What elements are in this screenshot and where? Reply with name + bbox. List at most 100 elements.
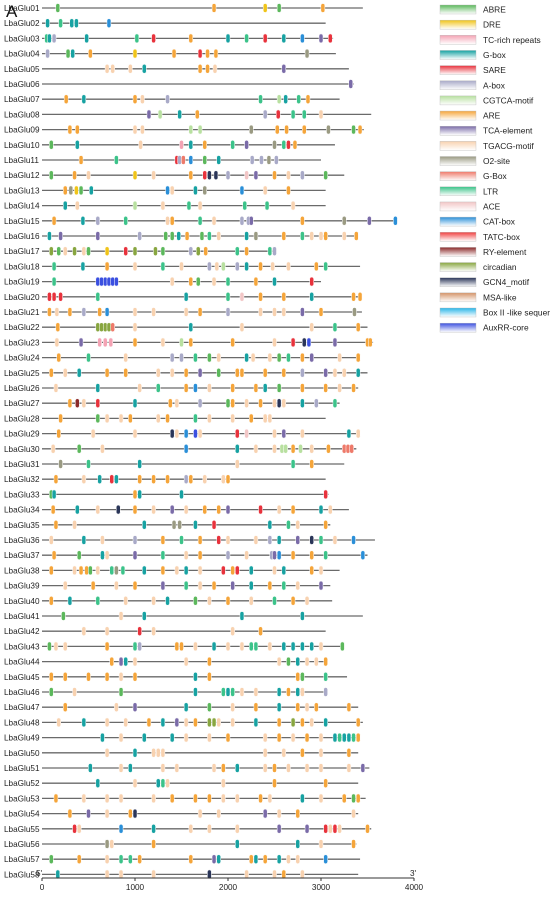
cis-element-mark bbox=[207, 732, 212, 743]
gene-label: LbaGlu51 bbox=[4, 764, 40, 773]
cis-element-mark bbox=[272, 778, 277, 788]
cis-element-mark bbox=[262, 763, 268, 773]
cis-element-mark bbox=[132, 535, 138, 545]
cis-element-mark bbox=[132, 748, 138, 758]
cis-element-mark bbox=[249, 565, 254, 576]
cis-element-mark bbox=[295, 687, 300, 697]
gene-label: LbaGlu34 bbox=[4, 506, 40, 515]
cis-element-mark bbox=[95, 778, 101, 788]
gene-label: LbaGlu43 bbox=[4, 642, 40, 651]
legend-swatch bbox=[439, 65, 477, 75]
cis-element-mark bbox=[151, 504, 156, 515]
cis-element-mark bbox=[295, 580, 300, 591]
cis-element-mark bbox=[151, 869, 156, 880]
cis-element-mark bbox=[272, 170, 277, 180]
cis-element-mark bbox=[123, 246, 128, 256]
cis-element-mark bbox=[193, 428, 198, 439]
cis-element-mark bbox=[300, 398, 305, 408]
cis-element-mark bbox=[244, 33, 249, 44]
cis-element-mark bbox=[300, 231, 305, 241]
cis-element-mark bbox=[63, 580, 68, 591]
cis-element-mark bbox=[80, 216, 86, 226]
cis-element-mark bbox=[249, 596, 254, 606]
cis-element-mark bbox=[179, 489, 184, 500]
cis-element-mark bbox=[108, 337, 114, 348]
cis-element-mark bbox=[188, 854, 194, 864]
cis-element-mark bbox=[88, 565, 93, 576]
cis-element-mark bbox=[342, 793, 347, 804]
cis-element-mark bbox=[67, 398, 73, 408]
cis-element-mark bbox=[207, 231, 212, 241]
cis-element-mark bbox=[349, 444, 354, 454]
cis-element-mark bbox=[235, 459, 240, 469]
cis-element-mark bbox=[318, 839, 324, 849]
cis-element-mark bbox=[68, 185, 74, 196]
cis-element-mark bbox=[283, 94, 288, 104]
cis-element-mark bbox=[225, 687, 231, 697]
cis-element-mark bbox=[65, 48, 71, 59]
cis-element-mark bbox=[118, 611, 124, 621]
cis-element-mark bbox=[104, 808, 110, 819]
cis-element-mark bbox=[132, 261, 138, 272]
gene-label: LbaGlu15 bbox=[4, 217, 40, 226]
cis-element-mark bbox=[323, 383, 328, 393]
cis-element-mark bbox=[76, 368, 82, 378]
cis-element-mark bbox=[332, 337, 338, 348]
cis-element-mark bbox=[202, 504, 207, 515]
cis-element-mark bbox=[174, 641, 180, 652]
gene-label: LbaGlu07 bbox=[4, 95, 40, 104]
cis-element-mark bbox=[171, 48, 177, 59]
cis-element-mark bbox=[346, 702, 352, 712]
cis-element-mark bbox=[193, 383, 198, 393]
cis-element-mark bbox=[235, 428, 240, 439]
legend-label: AuxRR-core bbox=[483, 323, 529, 333]
cis-element-mark bbox=[300, 869, 305, 880]
cis-element-mark bbox=[253, 170, 259, 180]
cis-element-mark bbox=[281, 580, 287, 591]
cis-element-mark bbox=[116, 504, 121, 515]
legend-swatch bbox=[439, 141, 477, 151]
cis-element-mark bbox=[95, 231, 101, 241]
cis-element-mark bbox=[160, 717, 166, 728]
cis-element-mark bbox=[235, 565, 240, 576]
cis-element-mark bbox=[258, 307, 263, 317]
gene-label: LbaGlu05 bbox=[4, 65, 40, 74]
cis-element-mark bbox=[267, 246, 273, 256]
cis-element-mark bbox=[132, 246, 138, 256]
cis-element-mark bbox=[286, 656, 291, 667]
cis-element-mark bbox=[281, 428, 287, 439]
cis-element-mark bbox=[295, 672, 300, 682]
cis-element-mark bbox=[114, 155, 119, 165]
cis-element-mark bbox=[177, 520, 182, 530]
gene-label: LbaGlu14 bbox=[4, 202, 40, 211]
cis-element-mark bbox=[104, 641, 110, 652]
cis-element-mark bbox=[134, 33, 140, 44]
cis-element-mark bbox=[216, 854, 221, 864]
cis-element-mark bbox=[253, 854, 259, 864]
cis-element-mark bbox=[49, 672, 54, 682]
cis-element-mark bbox=[202, 185, 207, 196]
cis-element-mark bbox=[342, 732, 347, 743]
cis-element-mark bbox=[118, 824, 124, 834]
cis-element-mark bbox=[118, 732, 124, 743]
cis-element-mark bbox=[221, 763, 226, 773]
cis-element-mark bbox=[76, 854, 82, 864]
cis-element-mark bbox=[81, 474, 87, 484]
cis-element-mark bbox=[304, 763, 310, 773]
legend-label: DRE bbox=[483, 20, 501, 30]
cis-element-mark bbox=[323, 170, 328, 180]
cis-element-mark bbox=[128, 808, 133, 819]
cis-element-mark bbox=[314, 398, 319, 408]
cis-element-mark bbox=[132, 94, 138, 104]
cis-element-mark bbox=[304, 824, 310, 834]
cis-element-mark bbox=[266, 155, 272, 165]
cis-element-mark bbox=[193, 641, 198, 652]
cis-element-mark bbox=[123, 596, 128, 606]
gene-label: LbaGlu36 bbox=[4, 536, 40, 545]
cis-element-mark bbox=[176, 231, 181, 241]
cis-element-mark bbox=[123, 717, 128, 728]
cis-element-mark bbox=[351, 383, 356, 393]
cis-element-mark bbox=[225, 641, 231, 652]
cis-element-mark bbox=[118, 854, 124, 864]
cis-element-mark bbox=[58, 413, 63, 424]
